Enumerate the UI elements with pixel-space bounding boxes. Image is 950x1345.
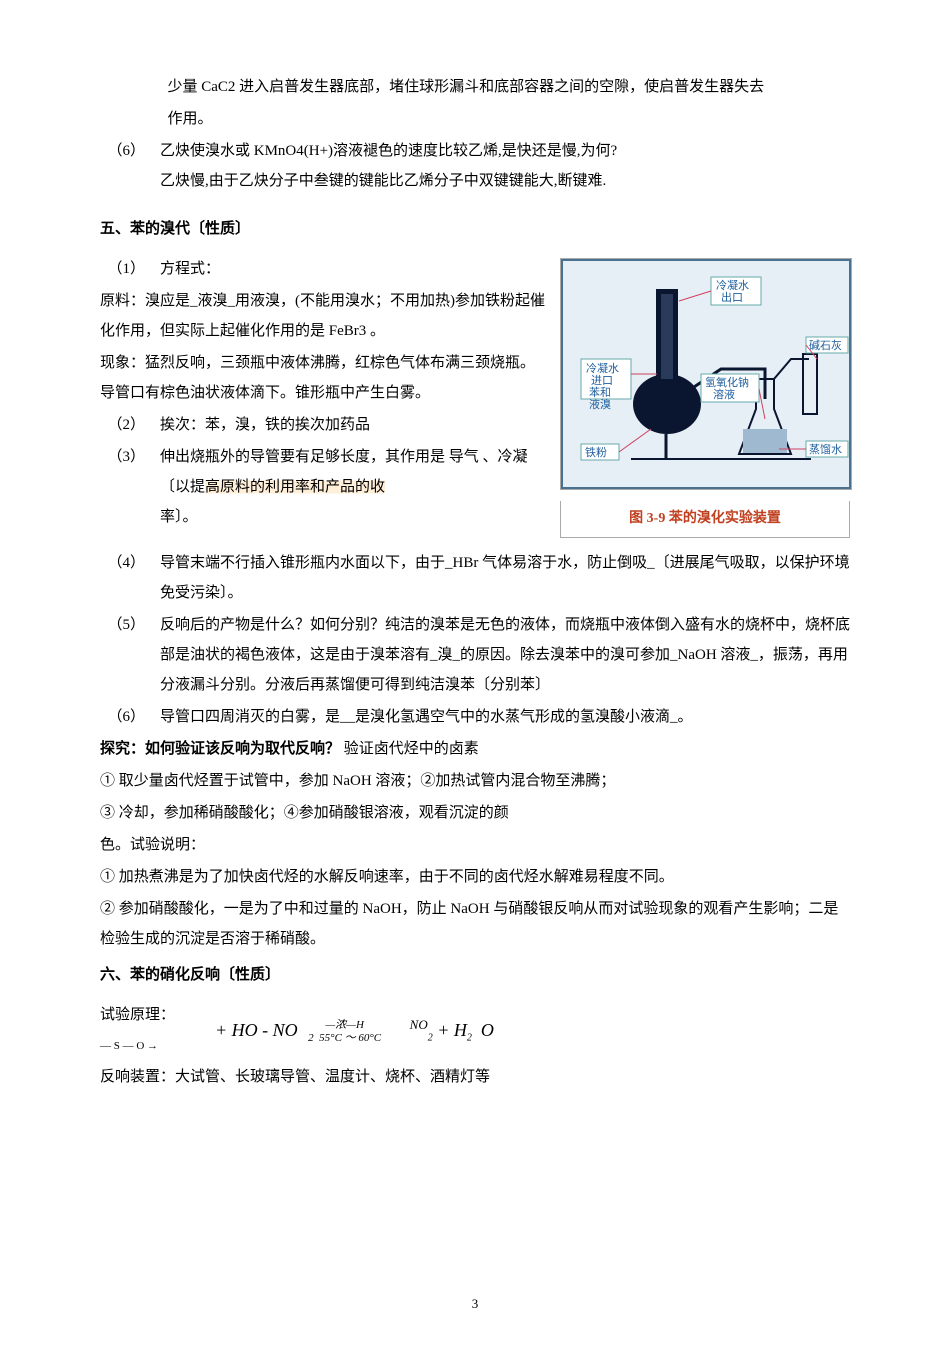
svg-text:蒸馏水: 蒸馏水	[809, 442, 842, 456]
item-a: 乙炔慢,由于乙炔分子中叁键的键能比乙烯分子中双键键能大,断键难.	[160, 166, 850, 196]
svg-text:苯和: 苯和	[589, 385, 611, 399]
item-5-6: （6） 导管口四周消灭的白雾，是__是溴化氢遇空气中的水蒸气形成的氢溴酸小液滴_…	[100, 702, 850, 732]
svg-text:进口: 进口	[591, 374, 613, 387]
item-num: （3）	[100, 442, 160, 532]
formula-label: 试验原理： — S — O →	[100, 1000, 175, 1060]
item-top-6: （6） 乙炔使溴水或 KMnO4(H+)溶液褪色的速度比较乙烯,是快还是慢,为何…	[100, 136, 850, 196]
item-txt: 挨次：苯，溴，铁的挨次加药品	[160, 410, 548, 440]
svg-text:出口: 出口	[721, 290, 743, 304]
item-num: （2）	[100, 410, 160, 440]
item-5-4: （4） 导管末端不行插入锥形瓶内水面以下，由于_HBr 气体易溶于水，防止倒吸_…	[100, 548, 850, 608]
item-5-2: （2） 挨次：苯，溴，铁的挨次加药品	[100, 410, 548, 440]
svg-text:冷凝水: 冷凝水	[586, 361, 619, 375]
item-num: （4）	[100, 548, 160, 608]
item-5-3: （3） 伸出烧瓶外的导管要有足够长度，其作用是 导气 、冷凝〔以提高原料的利用率…	[100, 442, 548, 532]
item-txt: 导管末端不行插入锥形瓶内水面以下，由于_HBr 气体易溶于水，防止倒吸_〔进展尾…	[160, 548, 850, 608]
svg-text:铁粉: 铁粉	[585, 446, 607, 459]
exp-step-4: ① 加热煮沸是为了加快卤代烃的水解反响速率，由于不同的卤代烃水解难易程度不同。	[100, 862, 850, 892]
section-5-title: 五、苯的溴代〔性质〕	[100, 214, 850, 244]
item-txt: 反响后的产物是什么？如何分别？纯洁的溴苯是无色的液体，而烧瓶中液体倒入盛有水的烧…	[160, 610, 850, 700]
explore-line: 探究：如何验证该反响为取代反响？ 验证卤代烃中的卤素	[100, 734, 850, 764]
figure-bromination: 冷凝水出口 冷凝水进口苯和 液溴 铁粉 氢氧化钠溶液 碱石灰 蒸馏水 图 3-9…	[560, 258, 850, 538]
figure-caption: 图 3-9 苯的溴化实验装置	[560, 501, 850, 538]
explore-title: 探究：如何验证该反响为取代反响？	[100, 741, 340, 757]
formula-body: + HO - NO —浓—H 2 55°C ～ 60°C NO2 + H2 O	[215, 1012, 494, 1049]
apparatus-svg: 冷凝水出口 冷凝水进口苯和 液溴 铁粉 氢氧化钠溶液 碱石灰 蒸馏水	[560, 258, 852, 490]
item-num: （6）	[100, 136, 160, 196]
cont-line-1: 少量 CaC2 进入启普发生器底部，堵住球形漏斗和底部容器之间的空隙，使启普发生…	[100, 72, 850, 102]
cont-line-2: 作用。	[100, 104, 850, 134]
device-line: 反响装置：大试管、长玻璃导管、温度计、烧杯、酒精灯等	[100, 1062, 850, 1092]
item-num: （1）	[100, 254, 160, 284]
p3b-highlight: 高原料的利用率和产品的收	[205, 479, 385, 495]
item-5-5: （5） 反响后的产物是什么？如何分别？纯洁的溴苯是无色的液体，而烧瓶中液体倒入盛…	[100, 610, 850, 700]
section-6-title: 六、苯的硝化反响〔性质〕	[100, 960, 850, 990]
svg-text:冷凝水: 冷凝水	[716, 278, 749, 292]
exp-step-2: ③ 冷却，参加稀硝酸酸化；④参加硝酸银溶液，观看沉淀的颜	[100, 798, 850, 828]
item-txt: 导管口四周消灭的白雾，是__是溴化氢遇空气中的水蒸气形成的氢溴酸小液滴_。	[160, 702, 850, 732]
svg-text:碱石灰: 碱石灰	[809, 338, 842, 352]
item-num: （6）	[100, 702, 160, 732]
item-q: 乙炔使溴水或 KMnO4(H+)溶液褪色的速度比较乙烯,是快还是慢,为何?	[160, 136, 850, 166]
exp-step-1: ① 取少量卤代烃置于试管中，参加 NaOH 溶液；②加热试管内混合物至沸腾；	[100, 766, 850, 796]
item-num: （5）	[100, 610, 160, 700]
page-number: 3	[0, 1291, 950, 1317]
item-txt: 伸出烧瓶外的导管要有足够长度，其作用是 导气 、冷凝〔以提高原料的利用率和产品的…	[160, 442, 548, 532]
item-txt: 方程式：	[160, 254, 548, 284]
item-5-1: （1） 方程式：	[100, 254, 548, 284]
reaction-formula: 试验原理： — S — O → + HO - NO —浓—H 2 55°C ～ …	[100, 1000, 850, 1060]
svg-text:氢氧化钠: 氢氧化钠	[705, 375, 749, 389]
exp-step-3: 色。试验说明：	[100, 830, 850, 860]
svg-text:溶液: 溶液	[713, 387, 735, 401]
exp-step-5: ② 参加硝酸酸化，一是为了中和过量的 NaOH，防止 NaOH 与硝酸银反响从而…	[100, 894, 850, 954]
explore-rest: 验证卤代烃中的卤素	[340, 741, 479, 757]
p3c: 率〕。	[160, 502, 548, 532]
svg-text:液溴: 液溴	[589, 397, 611, 411]
